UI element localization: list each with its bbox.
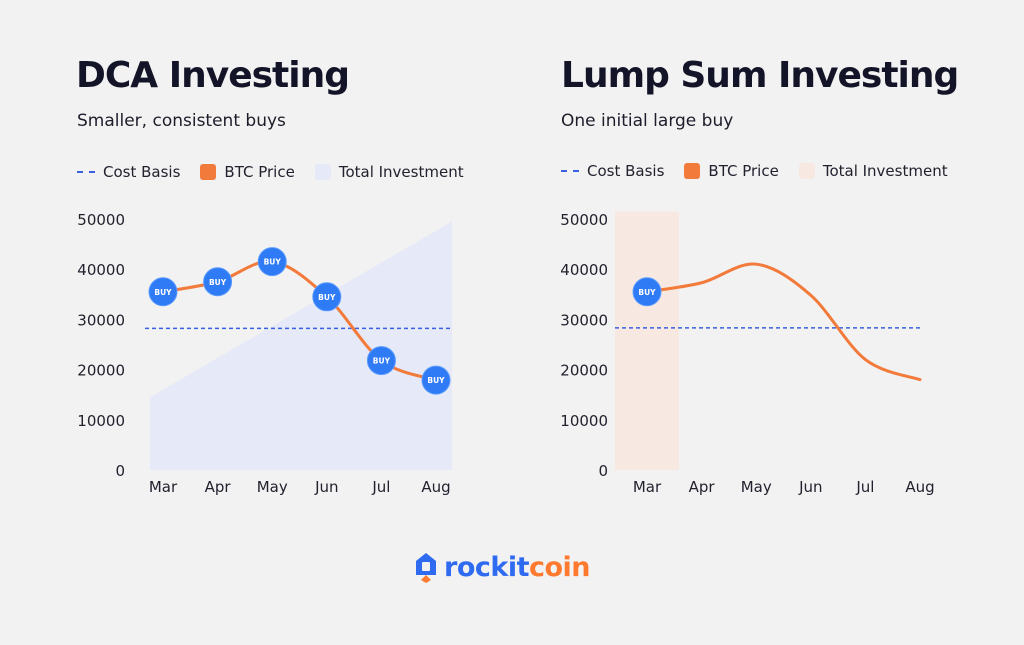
buy-marker: BUY [203,267,233,297]
y-tick-label: 10000 [77,412,125,430]
y-tick-label: 30000 [77,311,125,329]
dca-legend: Cost Basis BTC Price Total Investment [77,163,464,181]
y-tick-label: 0 [115,462,125,480]
legend-cost-basis: Cost Basis [561,162,664,180]
legend-label: Cost Basis [103,163,181,181]
btc-price-line [645,262,922,382]
x-tick-label: Mar [149,478,178,496]
lump-sum-subtitle: One initial large buy [561,111,734,131]
rocket-icon [416,553,436,583]
legend-label: BTC Price [224,163,295,181]
legend-label: Total Investment [338,163,464,181]
x-tick-label: Aug [421,478,450,496]
legend-label: BTC Price [708,162,779,180]
x-tick-label: Jun [314,478,338,496]
y-tick-label: 30000 [560,311,608,329]
y-tick-label: 50000 [560,211,608,229]
legend-label: Total Investment [822,162,948,180]
dca-subtitle: Smaller, consistent buys [77,111,286,131]
x-tick-label: Apr [689,478,716,496]
buy-label: BUY [427,376,445,385]
lump-sum-legend: Cost Basis BTC Price Total Investment [561,162,948,180]
logo-part1: rockit [444,551,530,583]
total-investment-swatch [798,163,815,179]
y-tick-label: 20000 [560,362,608,380]
dca-chart: 0 10000 20000 30000 40000 50000 Mar Apr May Jun Ju… [77,211,452,496]
x-tick-label: May [741,478,772,496]
logo-part2: coin [529,551,591,583]
buy-label: BUY [209,278,227,287]
buy-marker: BUY [421,365,451,395]
buy-marker: BUY [632,277,662,307]
total-investment-swatch [314,164,331,180]
dca-panel: DCA Investing Smaller, consistent buys C… [0,0,480,520]
legend-cost-basis: Cost Basis [77,163,180,181]
y-tick-label: 10000 [560,412,608,430]
y-tick-label: 0 [598,462,608,480]
legend-total-investment: Total Investment [314,163,464,181]
total-investment-bar [615,211,679,470]
legend-btc-price: BTC Price [684,162,779,180]
x-tick-label: Aug [905,478,934,496]
lump-sum-title: Lump Sum Investing [561,55,959,96]
legend-total-investment: Total Investment [798,162,948,180]
y-tick-label: 20000 [77,362,125,380]
buy-marker: BUY [148,277,178,307]
buy-label: BUY [373,357,391,366]
logo-wordmark: rockitcoin [444,551,591,583]
x-tick-label: Jul [371,478,390,496]
x-tick-label: Jul [855,478,874,496]
x-tick-label: May [257,478,288,496]
legend-btc-price: BTC Price [200,163,295,181]
x-tick-label: Apr [205,478,232,496]
dca-title: DCA Investing [76,55,350,96]
cost-basis-swatch [77,171,95,173]
buy-marker: BUY [257,247,287,277]
x-tick-label: Jun [798,478,822,496]
buy-label: BUY [318,293,336,302]
y-tick-label: 40000 [560,261,608,279]
y-tick-label: 40000 [77,261,125,279]
buy-marker: BUY [366,346,396,376]
buy-label: BUY [264,258,282,267]
rockitcoin-logo: rockitcoin [414,551,591,583]
legend-label: Cost Basis [587,162,665,180]
total-investment-area [150,221,452,470]
x-tick-label: Mar [633,478,662,496]
y-tick-label: 50000 [77,211,125,229]
buy-marker: BUY [312,282,342,312]
buy-label: BUY [154,288,172,297]
buy-label: BUY [638,288,656,297]
btc-price-swatch [684,163,701,179]
lump-sum-panel: Lump Sum Investing One initial large buy… [512,0,992,520]
lump-sum-chart: 0 10000 20000 30000 40000 50000 Mar Apr May Jun Ju… [560,211,934,496]
btc-price-swatch [200,164,217,180]
cost-basis-swatch [561,170,579,172]
